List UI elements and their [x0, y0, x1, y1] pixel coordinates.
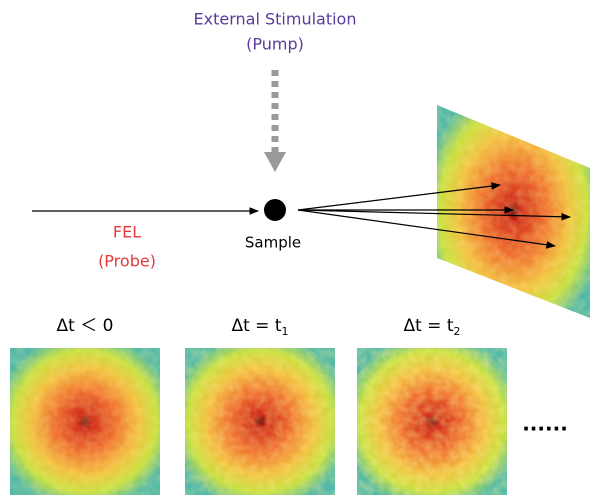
frame-label-sub: 1: [282, 325, 289, 338]
pump-arrowhead: [264, 152, 286, 172]
frame-label-sub: 2: [454, 325, 461, 338]
frame-label: Δt ＜ 0: [57, 316, 114, 336]
frame-texture: [10, 348, 160, 495]
frame-texture: [357, 348, 507, 495]
probe-subtitle: (Probe): [98, 252, 156, 271]
sample-label: Sample: [245, 234, 301, 252]
frame-label-main: Δt ＜ 0: [57, 316, 114, 336]
frame-texture: [185, 348, 335, 495]
detector-screen: [437, 105, 590, 318]
probe-title: FEL: [113, 223, 141, 242]
scatter-arrows: [297, 182, 571, 249]
pump-title: External Stimulation: [194, 10, 357, 29]
frame-label-main: Δt = t: [403, 316, 453, 336]
pump-subtitle: (Pump): [246, 35, 304, 54]
frame-label-main: Δt = t: [231, 316, 281, 336]
frame-label: Δt = t2: [403, 316, 460, 338]
frame-label: Δt = t1: [231, 316, 288, 338]
frames: Δt ＜ 0 Δt = t1 Δt = t2: [10, 316, 507, 495]
sample-dot: [264, 199, 286, 221]
ellipsis: ......: [522, 412, 568, 436]
